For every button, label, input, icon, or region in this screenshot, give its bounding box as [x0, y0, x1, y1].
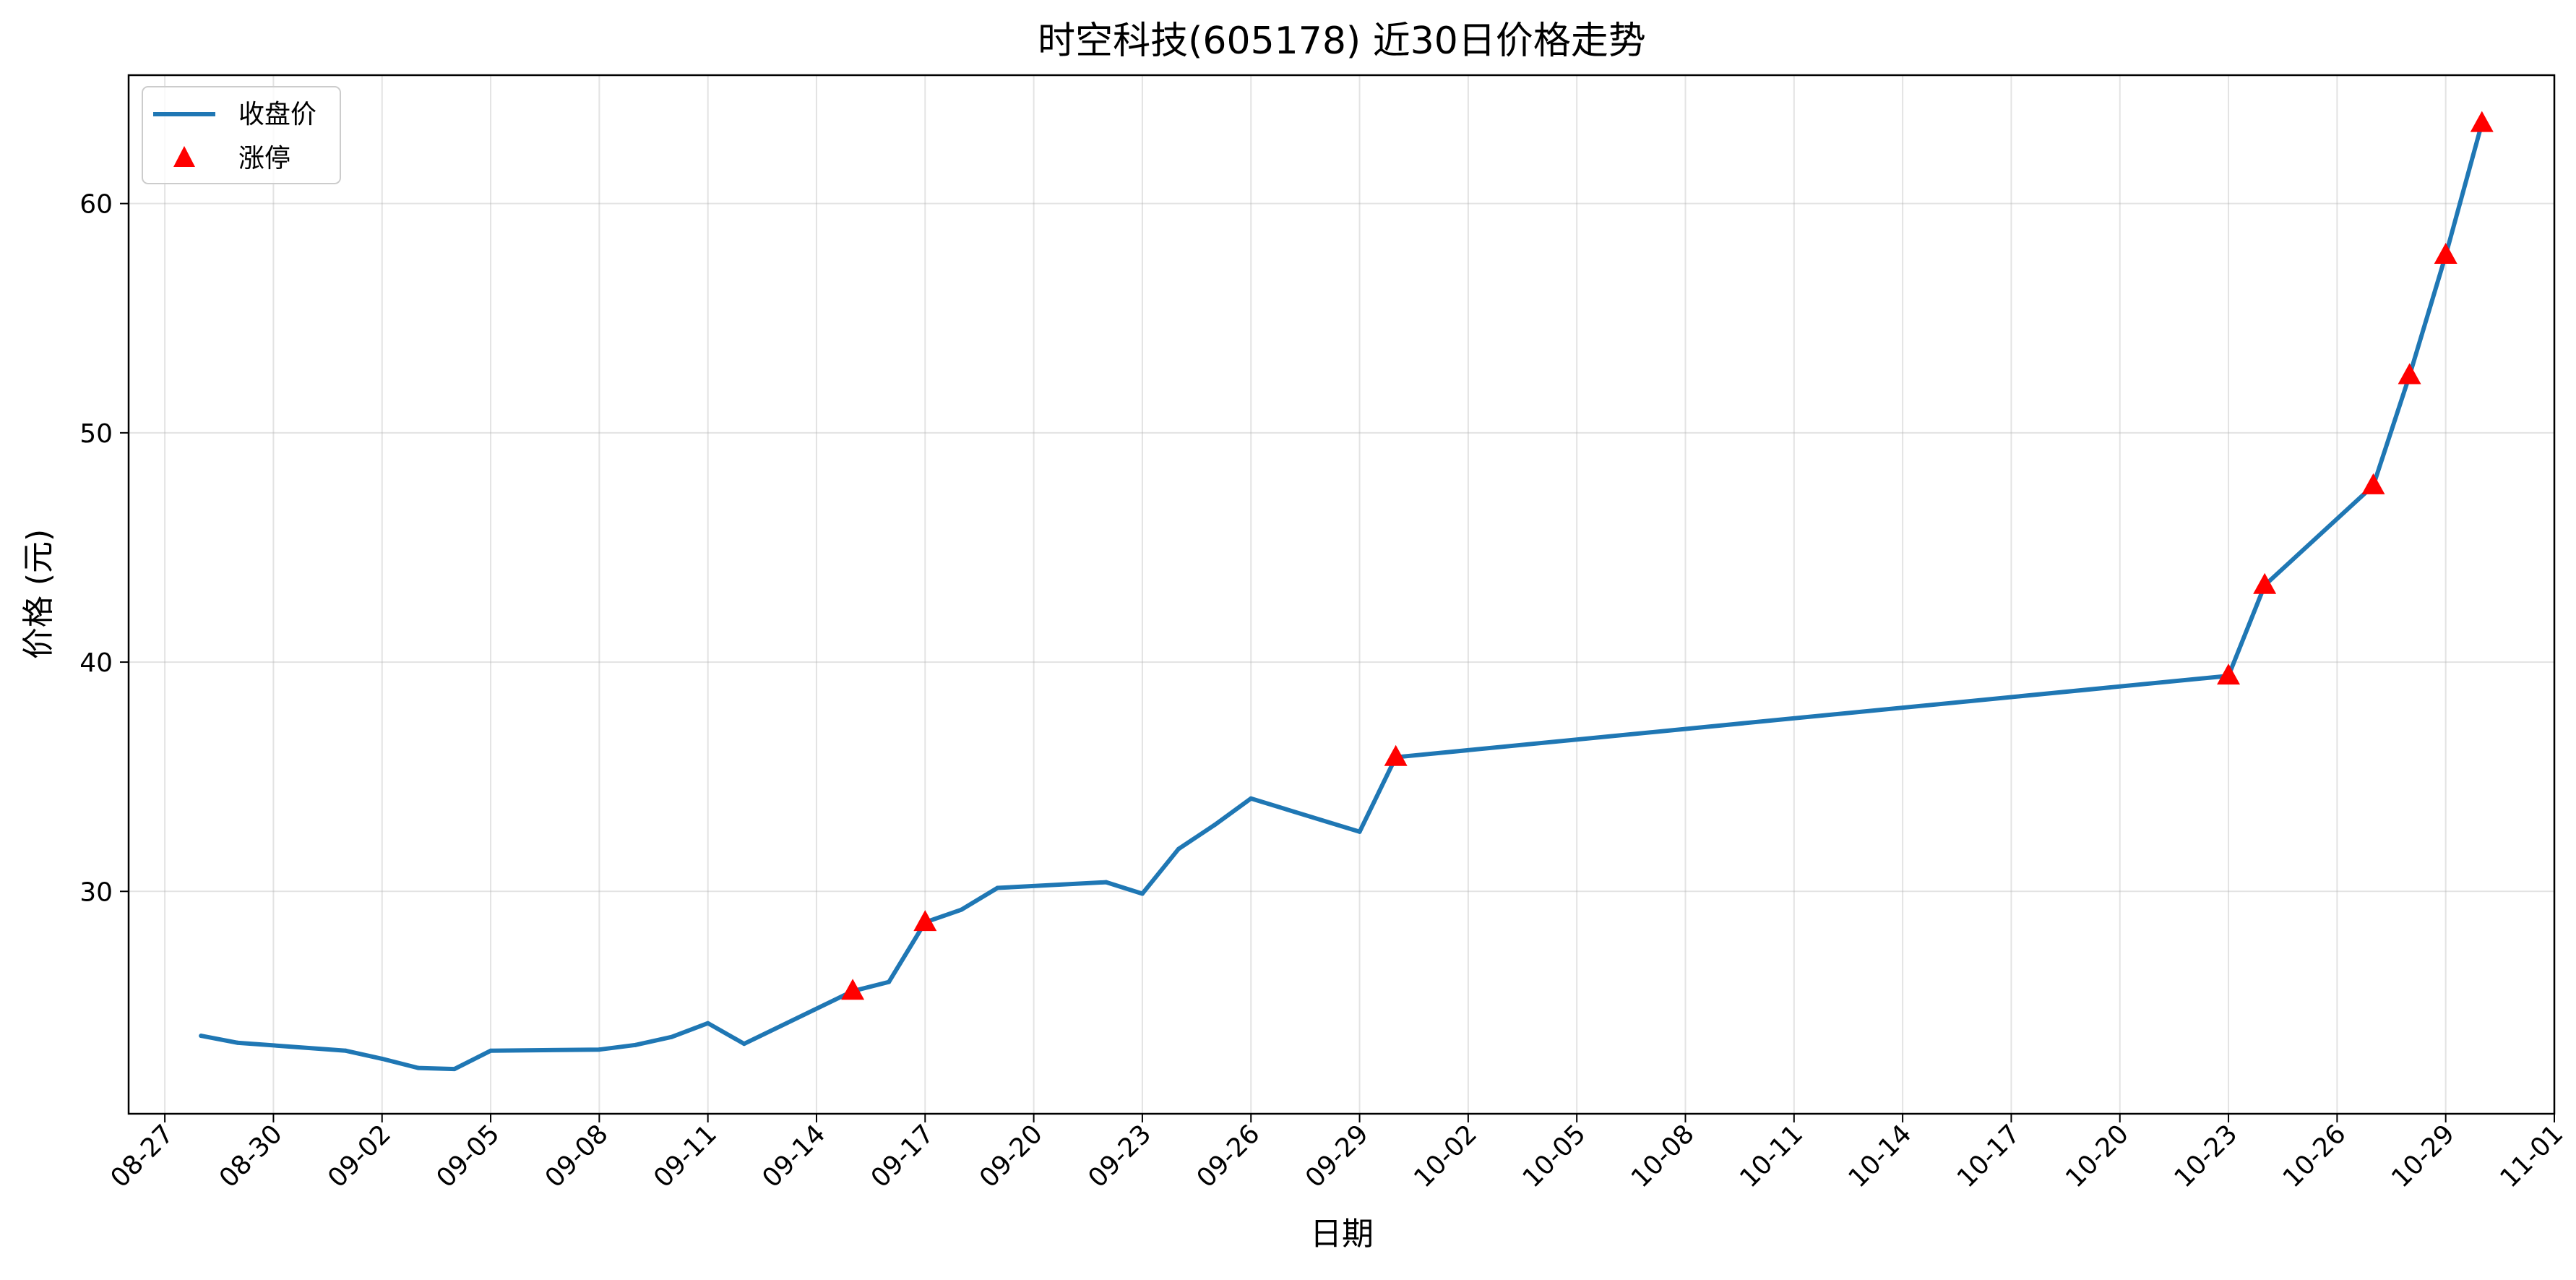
- close-price-point: [488, 1048, 494, 1053]
- y-tick-label: 60: [79, 190, 113, 220]
- y-tick-label: 40: [79, 648, 113, 678]
- plot-frame: [127, 74, 2556, 1115]
- y-axis-label: 价格 (元): [20, 529, 57, 659]
- close-price-point: [452, 1067, 457, 1072]
- limit-up-marker-layer: [841, 111, 2494, 1000]
- y-tick-label: 50: [79, 419, 113, 449]
- close-price-point: [705, 1021, 710, 1026]
- close-price-point: [379, 1056, 384, 1061]
- close-price-line: [199, 121, 2484, 1072]
- limit-up-marker: [1384, 744, 1408, 766]
- close-price-point: [1140, 891, 1145, 896]
- close-price-point: [669, 1034, 674, 1039]
- close-price-point: [415, 1065, 421, 1070]
- limit-up-marker: [2253, 572, 2277, 594]
- close-price-point: [741, 1041, 746, 1047]
- limit-up-marker: [2470, 111, 2494, 132]
- close-price-point: [1103, 880, 1108, 885]
- legend: 收盘价 涨停: [142, 86, 341, 184]
- y-tick-label: 30: [79, 877, 113, 907]
- close-price-point: [1357, 829, 1362, 834]
- limit-up-marker: [2217, 663, 2241, 685]
- close-price-point: [1212, 822, 1218, 828]
- close-price-point: [995, 885, 1000, 890]
- limit-up-marker: [2398, 363, 2421, 385]
- close-price-point: [199, 1034, 204, 1039]
- x-axis-label: 日期: [1310, 1216, 1374, 1253]
- legend-label-limit-up: 涨停: [238, 144, 290, 173]
- close-price-point: [959, 907, 964, 912]
- close-price-point: [1249, 796, 1254, 801]
- legend-triangle-swatch: [173, 146, 195, 167]
- close-price-point: [1176, 846, 1181, 851]
- legend-box: [142, 86, 341, 184]
- limit-up-marker: [2434, 243, 2457, 265]
- chart-title: 时空科技(605178) 近30日价格走势: [1038, 20, 1646, 63]
- close-price-point: [633, 1042, 638, 1047]
- limit-up-marker: [913, 910, 937, 932]
- limit-up-marker: [841, 979, 865, 1000]
- limit-up-marker: [2361, 473, 2385, 494]
- close-price-point: [597, 1047, 602, 1052]
- legend-label-close-price: 收盘价: [238, 100, 316, 129]
- close-price-point: [887, 979, 892, 984]
- close-price-point: [343, 1048, 348, 1053]
- y-axis: 30 40 50 60: [79, 190, 129, 907]
- close-price-point: [235, 1040, 240, 1045]
